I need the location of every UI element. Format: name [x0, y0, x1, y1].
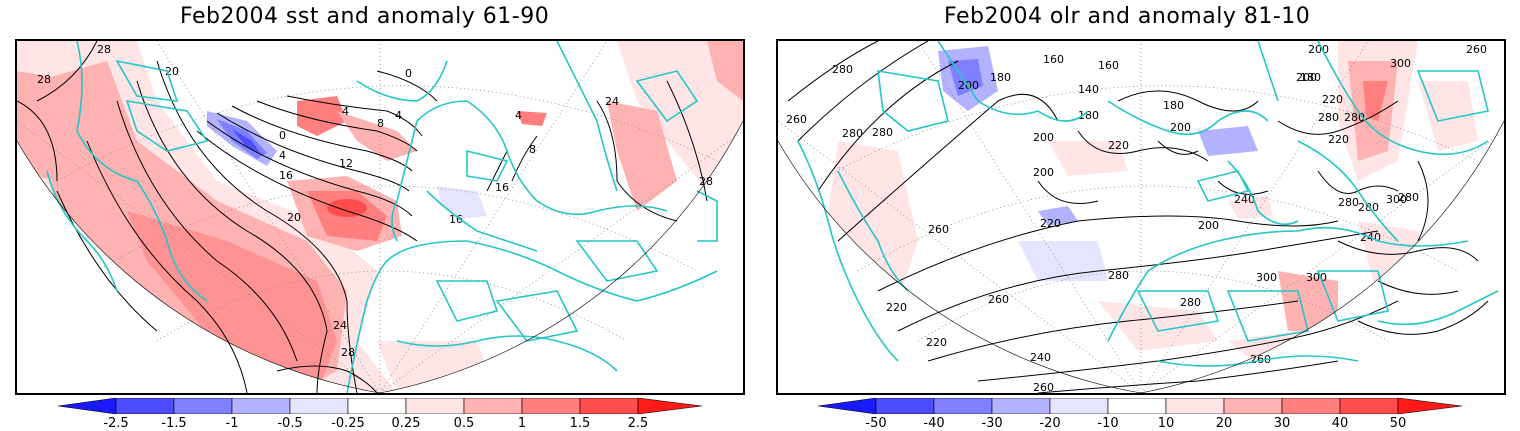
- contour-label: 200: [1296, 71, 1317, 84]
- contour-label: 24: [605, 95, 619, 108]
- olr-colorbar-label: 50: [1389, 416, 1407, 431]
- contour-label: 0: [405, 67, 412, 80]
- sst-colorbar-label: 1.5: [569, 416, 591, 431]
- right-panel-title: Feb2004 olr and anomaly 81-10: [944, 4, 1311, 29]
- left-panel-title: Feb2004 sst and anomaly 61-90: [180, 4, 550, 29]
- olr-colorbar-label: -40: [923, 416, 945, 431]
- contour-label: 200: [1170, 121, 1191, 134]
- contour-label: 12: [339, 157, 353, 170]
- contour-label: 240: [1030, 351, 1051, 364]
- olr-colorbar-label: 30: [1273, 416, 1291, 431]
- contour-label: 220: [886, 301, 907, 314]
- contour-label: 280: [1358, 201, 1379, 214]
- sst-graticule: [17, 41, 743, 393]
- contour-label: 0: [279, 129, 286, 142]
- sst-colorbar-label: 0.5: [453, 416, 475, 431]
- contour-label: 260: [786, 113, 807, 126]
- sst-contours: [17, 41, 708, 393]
- contour-label: 28: [97, 43, 111, 56]
- sst-colorbar-label: 1: [517, 416, 527, 431]
- sst-colorbar-label: -1: [225, 416, 239, 431]
- contour-label: 200: [1198, 219, 1219, 232]
- contour-label: 28: [341, 346, 355, 359]
- sst-colorbar-label: -0.5: [277, 416, 303, 431]
- contour-label: 220: [926, 336, 947, 349]
- sst-colorbar-label: 2.5: [627, 416, 649, 431]
- contour-label: 280: [872, 126, 893, 139]
- contour-label: 140: [1078, 83, 1099, 96]
- contour-label: 220: [1040, 217, 1061, 230]
- contour-label: 260: [928, 223, 949, 236]
- contour-label: 240: [1234, 193, 1255, 206]
- contour-label: 220: [1328, 133, 1349, 146]
- contour-label: 280: [1180, 296, 1201, 309]
- olr-colorbar-label: 40: [1331, 416, 1349, 431]
- sst-colorbar-label: -0.25: [331, 416, 365, 431]
- contour-label: 260: [1466, 43, 1487, 56]
- olr-colorbar-label: -50: [865, 416, 887, 431]
- olr-colorbar-label: -20: [1039, 416, 1061, 431]
- contour-label: 8: [529, 143, 536, 156]
- contour-label: 8: [377, 117, 384, 130]
- contour-label: 300: [1256, 271, 1277, 284]
- contour-label: 28: [699, 175, 713, 188]
- olr-colorbar: [818, 398, 1462, 414]
- contour-label: 300: [1306, 271, 1327, 284]
- contour-label: 200: [1308, 43, 1329, 56]
- sst-anomaly-map: 28 28 20 0 4 4 0 8 4 12 16 20 16 16 4 8 …: [15, 39, 745, 395]
- sst-contour-labels: 28 28 20 0 4 4 0 8 4 12 16 20 16 16 4 8 …: [37, 43, 713, 359]
- contour-label: 280: [1398, 191, 1419, 204]
- sst-colorbar-label: -2.5: [103, 416, 129, 431]
- contour-label: 280: [1108, 269, 1129, 282]
- contour-label: 280: [842, 127, 863, 140]
- contour-label: 260: [988, 293, 1009, 306]
- olr-colorbar-label: 20: [1215, 416, 1233, 431]
- olr-contours: [787, 41, 1489, 393]
- contour-label: 200: [1033, 166, 1054, 179]
- contour-label: 300: [1386, 193, 1407, 206]
- olr-colorbar-label: -30: [981, 416, 1003, 431]
- contour-label: 180: [1300, 71, 1321, 84]
- contour-label: 4: [279, 149, 286, 162]
- contour-label: 260: [1033, 381, 1054, 393]
- contour-label: 220: [1322, 93, 1343, 106]
- contour-label: 280: [1338, 196, 1359, 209]
- sst-colorbar-label: 0.25: [391, 416, 421, 431]
- contour-label: 200: [1033, 131, 1054, 144]
- olr-colorbar-label: -10: [1097, 416, 1119, 431]
- contour-label: 24: [333, 319, 347, 332]
- contour-label: 28: [37, 73, 51, 86]
- contour-label: 4: [395, 109, 402, 122]
- olr-colorbar-label: 10: [1157, 416, 1175, 431]
- contour-label: 160: [1098, 59, 1119, 72]
- sst-colorbar: [58, 398, 702, 414]
- contour-label: 4: [342, 105, 349, 118]
- sst-colorbar-label: -1.5: [161, 416, 187, 431]
- contour-label: 180: [1078, 109, 1099, 122]
- olr-coastlines: [797, 41, 1499, 367]
- contour-label: 280: [832, 63, 853, 76]
- contour-label: 300: [1390, 57, 1411, 70]
- contour-label: 16: [449, 213, 463, 226]
- olr-contour-labels: 280 160 180 200 160 140 180 200 180 220 …: [786, 43, 1487, 393]
- contour-label: 220: [1108, 139, 1129, 152]
- contour-label: 180: [1163, 99, 1184, 112]
- olr-anomaly-map: 280 160 180 200 160 140 180 200 180 220 …: [776, 39, 1506, 395]
- contour-label: 4: [515, 109, 522, 122]
- contour-label: 160: [1043, 53, 1064, 66]
- contour-label: 16: [279, 169, 293, 182]
- contour-label: 16: [495, 181, 509, 194]
- sst-coastlines: [46, 41, 718, 393]
- contour-label: 260: [1250, 353, 1271, 366]
- contour-label: 20: [287, 211, 301, 224]
- contour-label: 280: [1318, 111, 1339, 124]
- contour-label: 180: [990, 71, 1011, 84]
